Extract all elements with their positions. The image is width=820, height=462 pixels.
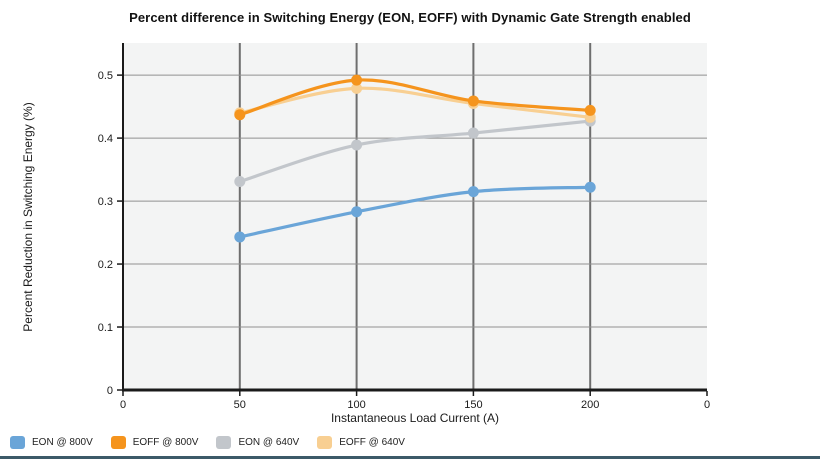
x-tick-label: 100 xyxy=(347,399,365,411)
data-point xyxy=(351,74,363,86)
plot-background xyxy=(123,43,707,390)
legend-label: EON @ 800V xyxy=(32,437,93,448)
series-line xyxy=(238,119,592,184)
window-bottom-edge xyxy=(0,456,820,459)
legend-item-eoff-640v[interactable]: EOFF @ 640V xyxy=(317,436,405,449)
y-tick-label: 0.2 xyxy=(98,259,113,271)
legend-item-eon-800v[interactable]: EON @ 800V xyxy=(10,436,93,449)
data-point xyxy=(234,231,246,243)
data-point xyxy=(467,186,479,198)
data-point xyxy=(467,127,479,139)
y-tick-label: 0.3 xyxy=(98,196,113,208)
legend-label: EOFF @ 800V xyxy=(132,437,199,448)
x-tick-label: 0 xyxy=(120,399,126,411)
legend-swatch-eoff-640v-icon xyxy=(317,436,333,449)
data-point xyxy=(234,176,246,188)
data-point xyxy=(351,206,363,218)
x-tick-label: 0 xyxy=(704,399,710,411)
series-eon-640v xyxy=(234,115,596,188)
y-tick-label: 0 xyxy=(107,385,113,397)
x-tick-label: 50 xyxy=(234,399,246,411)
data-point xyxy=(467,95,479,107)
y-tick-label: 0.1 xyxy=(98,322,113,334)
legend: EON @ 800V EOFF @ 800V EON @ 640V EOFF @… xyxy=(10,436,405,449)
series-eon-800v xyxy=(234,181,596,243)
y-tick-label: 0.5 xyxy=(98,70,113,82)
legend-swatch-eon-800v-icon xyxy=(10,436,25,449)
series-eoff-800v xyxy=(234,74,596,121)
y-axis-title: Percent Reduction in Switching Energy (%… xyxy=(21,102,35,332)
series-line xyxy=(238,78,592,117)
legend-item-eon-640v[interactable]: EON @ 640V xyxy=(216,436,299,449)
x-tick-label: 150 xyxy=(464,399,482,411)
series-line xyxy=(238,185,592,239)
x-tick-label: 200 xyxy=(581,399,599,411)
data-point xyxy=(584,181,596,193)
legend-swatch-eon-640v-icon xyxy=(216,436,232,449)
data-point xyxy=(351,139,363,151)
y-tick-label: 0.4 xyxy=(98,133,113,145)
data-point xyxy=(584,104,596,116)
chart-title: Percent difference in Switching Energy (… xyxy=(129,10,691,25)
legend-label: EOFF @ 640V xyxy=(339,437,405,448)
data-point xyxy=(351,82,363,94)
legend-label: EON @ 640V xyxy=(238,437,300,448)
series-line xyxy=(238,86,592,119)
x-axis-title: Instantaneous Load Current (A) xyxy=(330,411,500,425)
data-point xyxy=(234,109,246,121)
legend-swatch-eoff-800v-icon xyxy=(110,436,126,449)
legend-item-eoff-800v[interactable]: EOFF @ 800V xyxy=(110,436,199,449)
line-chart-plot-area: 0 50 100 150 200 000.10.20.30.40.5 xyxy=(98,43,710,411)
